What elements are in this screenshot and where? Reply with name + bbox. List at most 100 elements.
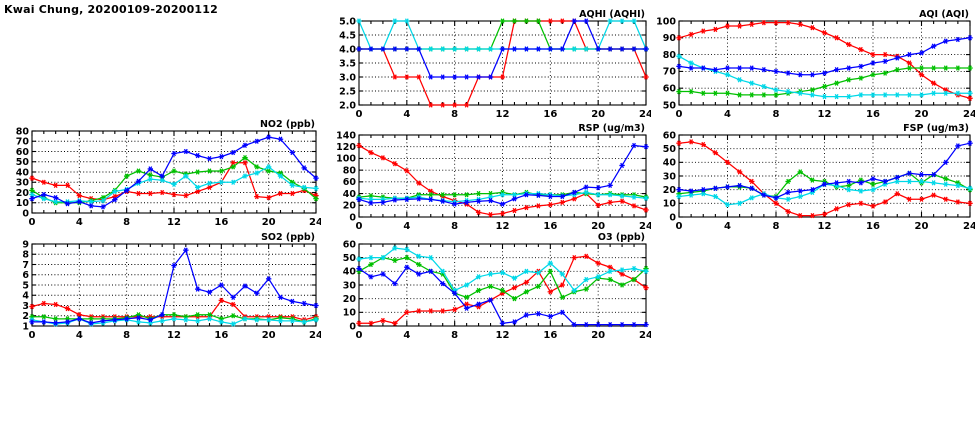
y-tick-label: 3.0 — [339, 72, 356, 83]
y-tick-label: 100 — [336, 154, 356, 165]
data-point-marker — [392, 320, 397, 326]
y-tick-label: 40 — [343, 189, 357, 200]
data-point-marker — [572, 255, 577, 261]
data-point-marker — [548, 313, 553, 320]
data-point-marker — [160, 318, 165, 324]
data-point-marker — [369, 320, 373, 326]
data-point-marker — [392, 245, 397, 251]
data-point-marker — [512, 319, 517, 325]
y-tick-label: 20 — [663, 185, 677, 196]
chart-panel-aqhi: AQHI (AQHI) 2.0 2.5 3.0 3.5 4.0 4.5 5.0 0 4 8 12 16 2… — [331, 8, 651, 122]
data-point-marker — [584, 253, 589, 259]
y-tick-label: 20 — [343, 201, 357, 212]
data-point-marker — [786, 208, 791, 215]
data-point-marker — [943, 181, 948, 187]
series-day4-o3 — [356, 264, 649, 328]
data-point-marker — [834, 80, 839, 86]
y-tick-label: 80 — [343, 165, 357, 176]
data-point-marker — [834, 67, 839, 73]
data-point-marker — [608, 18, 613, 24]
data-point-marker — [219, 153, 224, 160]
data-point-marker — [512, 296, 517, 302]
data-point-marker — [464, 46, 469, 52]
data-point-marker — [183, 173, 188, 179]
data-point-marker — [608, 199, 613, 206]
data-point-marker — [725, 90, 730, 96]
data-point-marker — [416, 196, 421, 202]
data-point-marker — [524, 268, 529, 274]
data-point-marker — [207, 156, 212, 162]
y-tick-label: 2.0 — [339, 100, 356, 111]
data-point-marker — [101, 204, 105, 210]
data-point-marker — [254, 138, 259, 144]
data-point-marker — [584, 184, 589, 190]
data-point-marker — [883, 92, 888, 98]
data-point-marker — [488, 271, 493, 277]
x-tick-label: 12 — [818, 221, 832, 232]
data-point-marker — [572, 18, 577, 24]
data-point-marker — [943, 65, 948, 71]
x-tick-label: 24 — [639, 109, 651, 120]
data-point-marker — [195, 152, 200, 159]
data-point-marker — [243, 316, 247, 322]
data-point-marker — [381, 271, 385, 277]
data-point-marker — [761, 92, 766, 98]
data-point-marker — [871, 176, 875, 182]
data-point-marker — [101, 318, 105, 324]
data-point-marker — [524, 46, 529, 52]
data-point-marker — [572, 321, 577, 328]
x-tick-label: 8 — [451, 109, 458, 120]
data-point-marker — [968, 185, 972, 191]
x-tick-label: 12 — [496, 109, 510, 120]
data-point-marker — [452, 192, 457, 198]
data-point-marker — [440, 192, 445, 198]
data-point-marker — [302, 319, 307, 325]
data-point-marker — [464, 102, 469, 108]
data-point-marker — [231, 149, 236, 156]
data-point-marker — [219, 319, 224, 325]
data-point-marker — [858, 180, 863, 186]
data-point-marker — [871, 181, 875, 187]
chart-title-aqhi: AQHI (AQHI) — [579, 9, 645, 20]
series-day1-aqi — [676, 20, 973, 101]
data-point-marker — [500, 270, 505, 276]
data-point-marker — [822, 211, 827, 217]
x-tick-label: 0 — [676, 109, 683, 120]
data-point-marker — [919, 50, 924, 56]
data-point-marker — [713, 67, 718, 73]
data-point-marker — [596, 185, 601, 191]
x-tick-label: 20 — [262, 330, 276, 341]
data-point-marker — [846, 93, 851, 100]
data-point-marker — [124, 173, 129, 179]
y-tick-label: 4.5 — [339, 30, 356, 41]
data-point-marker — [512, 196, 517, 202]
data-point-marker — [798, 212, 803, 219]
data-point-marker — [677, 35, 681, 41]
data-point-marker — [381, 317, 385, 324]
data-point-marker — [548, 202, 553, 208]
y-tick-label: 4 — [22, 291, 29, 302]
data-point-marker — [440, 268, 445, 274]
data-point-marker — [761, 192, 766, 198]
data-point-marker — [596, 274, 601, 280]
data-point-marker — [810, 92, 815, 98]
series-day1-rsp — [356, 142, 649, 218]
data-point-marker — [428, 192, 433, 198]
data-point-marker — [65, 305, 70, 312]
data-point-marker — [464, 305, 469, 311]
data-point-marker — [404, 255, 409, 261]
data-point-marker — [871, 92, 875, 98]
data-point-marker — [243, 173, 247, 179]
y-tick-label: 1 — [22, 321, 29, 332]
data-point-marker — [183, 247, 188, 253]
data-point-marker — [774, 200, 778, 206]
data-point-marker — [254, 193, 259, 200]
data-point-marker — [41, 314, 46, 320]
data-point-marker — [834, 180, 839, 186]
data-point-marker — [907, 60, 912, 66]
data-point-marker — [677, 187, 681, 193]
data-point-marker — [810, 187, 815, 193]
data-point-marker — [608, 46, 613, 52]
data-point-marker — [774, 87, 778, 93]
data-point-marker — [524, 192, 529, 198]
